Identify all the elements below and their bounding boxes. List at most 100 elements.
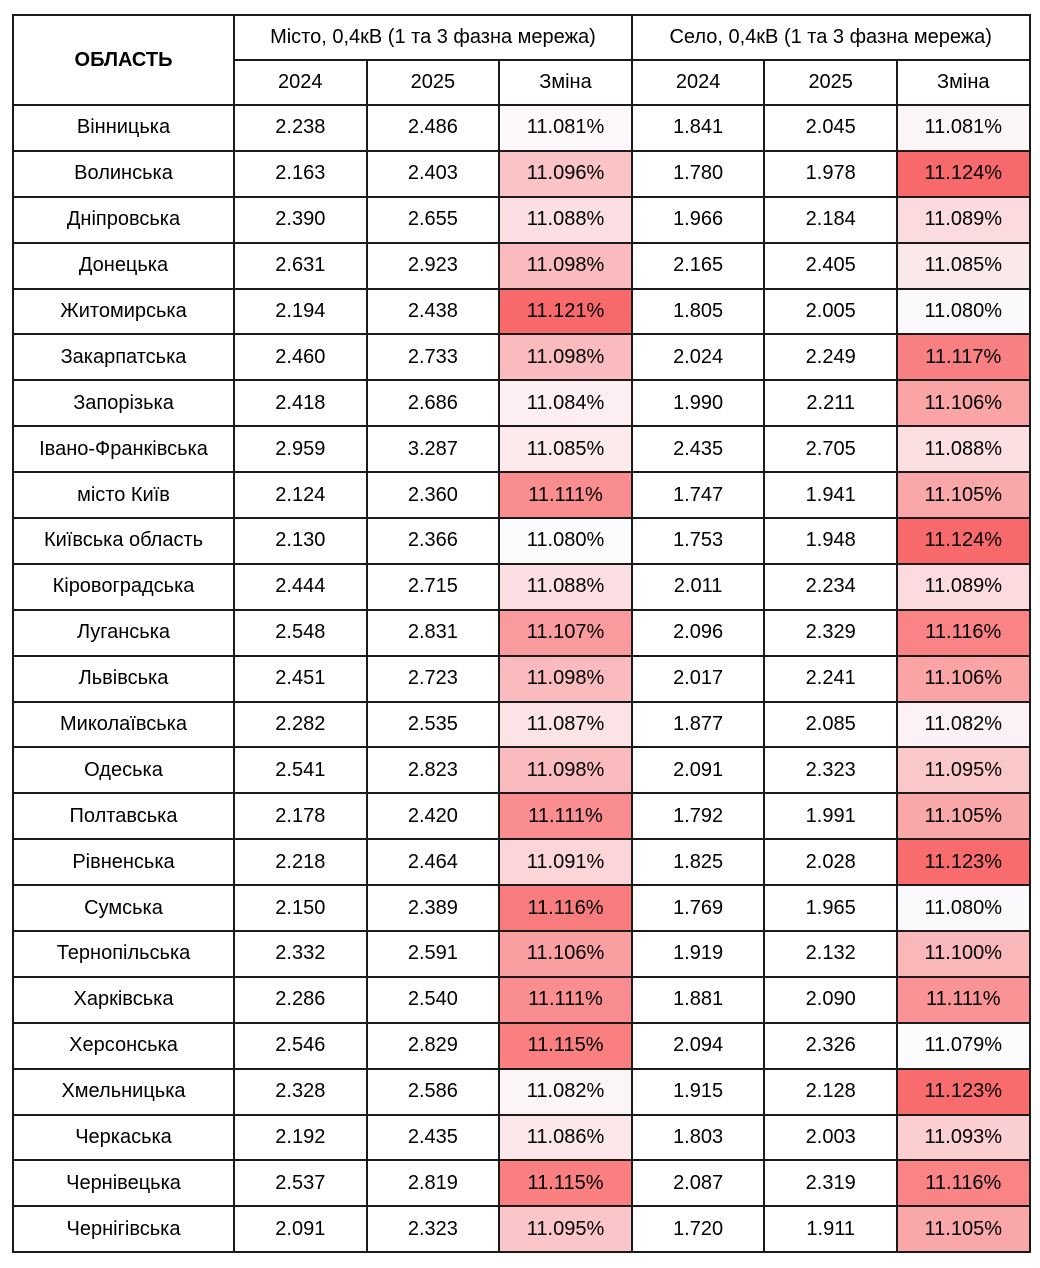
table-row: Кіровоградська 2.444 2.715 11.088% 2.011 2.23… — [12, 562, 1031, 611]
city-2025-cell: 2.366 — [365, 517, 501, 565]
city-change-header: Зміна — [498, 59, 633, 106]
village-2025-header: 2025 — [763, 59, 898, 106]
village-2024-cell: 2.096 — [630, 608, 766, 657]
village-2024-cell: 2.017 — [630, 654, 766, 703]
table-row: Харківська 2.286 2.540 11.111% 1.881 2.090 11.… — [12, 975, 1031, 1024]
city-2024-cell: 2.282 — [233, 700, 368, 749]
village-change-cell: 11.095% — [895, 746, 1031, 795]
city-group-header: Місто, 0,4кВ (1 та 3 фазна мережа) — [233, 14, 633, 61]
city-2025-cell: 2.323 — [365, 1205, 501, 1254]
region-cell: Дніпровська — [12, 195, 235, 244]
village-change-cell: 11.124% — [895, 517, 1031, 565]
village-2025-cell: 1.948 — [763, 517, 898, 565]
village-2025-cell: 2.005 — [763, 287, 898, 336]
village-2025-cell: 2.085 — [763, 700, 898, 749]
city-change-cell: 11.098% — [498, 241, 633, 290]
table-row: Миколаївська 2.282 2.535 11.087% 1.877 2.085 1… — [12, 700, 1031, 749]
village-change-cell: 11.105% — [895, 792, 1031, 841]
table-row: Чернігівська 2.091 2.323 11.095% 1.720 1.911 1… — [12, 1205, 1031, 1254]
region-cell: Вінницька — [12, 104, 235, 152]
city-change-cell: 11.095% — [498, 1205, 633, 1254]
region-cell: Львівська — [12, 654, 235, 703]
city-change-cell: 11.098% — [498, 333, 633, 382]
village-2024-cell: 1.881 — [630, 975, 766, 1024]
village-2024-cell: 1.780 — [630, 149, 766, 198]
region-cell: Івано-Франківська — [12, 425, 235, 474]
village-2024-cell: 1.803 — [630, 1113, 766, 1162]
table-row: Львівська 2.451 2.723 11.098% 2.017 2.241 11.1… — [12, 654, 1031, 703]
city-change-cell: 11.082% — [498, 1067, 633, 1116]
region-cell: Волинська — [12, 149, 235, 198]
village-2025-cell: 1.941 — [763, 471, 898, 520]
village-2025-cell: 2.045 — [763, 104, 898, 152]
city-2025-cell: 2.403 — [365, 149, 501, 198]
city-change-cell: 11.111% — [498, 975, 633, 1024]
city-change-cell: 11.115% — [498, 1021, 633, 1070]
village-2024-cell: 1.747 — [630, 471, 766, 520]
village-2024-cell: 2.087 — [630, 1159, 766, 1208]
city-2025-cell: 2.733 — [365, 333, 501, 382]
table-row: Тернопільська 2.332 2.591 11.106% 1.919 2.132… — [12, 930, 1031, 978]
table-row: Полтавська 2.178 2.420 11.111% 1.792 1.991 11.… — [12, 792, 1031, 841]
city-2024-cell: 2.546 — [233, 1021, 368, 1070]
village-change-cell: 11.105% — [895, 1205, 1031, 1254]
city-2025-cell: 2.435 — [365, 1113, 501, 1162]
city-2025-cell: 2.535 — [365, 700, 501, 749]
city-2025-cell: 2.686 — [365, 379, 501, 428]
village-2024-cell: 2.435 — [630, 425, 766, 474]
village-2024-cell: 1.792 — [630, 792, 766, 841]
village-2025-cell: 2.319 — [763, 1159, 898, 1208]
city-change-cell: 11.087% — [498, 700, 633, 749]
table-row: Чернівецька 2.537 2.819 11.115% 2.087 2.319 11… — [12, 1159, 1031, 1208]
region-cell: Сумська — [12, 884, 235, 933]
city-2025-cell: 2.823 — [365, 746, 501, 795]
village-change-cell: 11.111% — [895, 975, 1031, 1024]
village-2024-cell: 2.165 — [630, 241, 766, 290]
city-change-cell: 11.086% — [498, 1113, 633, 1162]
city-2024-cell: 2.537 — [233, 1159, 368, 1208]
city-change-cell: 11.107% — [498, 608, 633, 657]
city-2024-header: 2024 — [233, 59, 368, 106]
village-2024-cell: 1.915 — [630, 1067, 766, 1116]
village-change-cell: 11.082% — [895, 700, 1031, 749]
city-2024-cell: 2.541 — [233, 746, 368, 795]
table-row: Одеська 2.541 2.823 11.098% 2.091 2.323 11.095… — [12, 746, 1031, 795]
village-2025-cell: 2.028 — [763, 838, 898, 887]
region-cell: Тернопільська — [12, 930, 235, 978]
village-change-cell: 11.117% — [895, 333, 1031, 382]
city-change-cell: 11.115% — [498, 1159, 633, 1208]
village-2025-cell: 2.211 — [763, 379, 898, 428]
city-2025-cell: 2.389 — [365, 884, 501, 933]
city-2024-cell: 2.959 — [233, 425, 368, 474]
city-2025-cell: 2.360 — [365, 471, 501, 520]
city-2024-cell: 2.124 — [233, 471, 368, 520]
table-row: місто Київ 2.124 2.360 11.111% 1.747 1.941 11.… — [12, 471, 1031, 520]
city-change-cell: 11.084% — [498, 379, 633, 428]
city-2025-header: 2025 — [365, 59, 501, 106]
table-row: Херсонська 2.546 2.829 11.115% 2.094 2.326 11.… — [12, 1021, 1031, 1070]
table-row: Дніпровська 2.390 2.655 11.088% 1.966 2.184 11… — [12, 195, 1031, 244]
region-cell: Чернівецька — [12, 1159, 235, 1208]
village-change-cell: 11.100% — [895, 930, 1031, 978]
table-row: Закарпатська 2.460 2.733 11.098% 2.024 2.249 1… — [12, 333, 1031, 382]
city-2025-cell: 2.831 — [365, 608, 501, 657]
table-row: Запорізька 2.418 2.686 11.084% 1.990 2.211 11.… — [12, 379, 1031, 428]
village-change-cell: 11.105% — [895, 471, 1031, 520]
village-2025-cell: 1.965 — [763, 884, 898, 933]
city-2024-cell: 2.178 — [233, 792, 368, 841]
city-2024-cell: 2.091 — [233, 1205, 368, 1254]
table-row: Черкаська 2.192 2.435 11.086% 1.803 2.003 11.0… — [12, 1113, 1031, 1162]
city-2024-cell: 2.460 — [233, 333, 368, 382]
city-2024-cell: 2.418 — [233, 379, 368, 428]
table-row: Житомирська 2.194 2.438 11.121% 1.805 2.005 11… — [12, 287, 1031, 336]
city-2024-cell: 2.150 — [233, 884, 368, 933]
region-cell: Черкаська — [12, 1113, 235, 1162]
city-change-cell: 11.098% — [498, 654, 633, 703]
city-change-cell: 11.121% — [498, 287, 633, 336]
city-2024-cell: 2.218 — [233, 838, 368, 887]
village-2025-cell: 2.323 — [763, 746, 898, 795]
city-change-cell: 11.106% — [498, 930, 633, 978]
village-change-cell: 11.079% — [895, 1021, 1031, 1070]
city-change-cell: 11.111% — [498, 792, 633, 841]
village-change-cell: 11.124% — [895, 149, 1031, 198]
